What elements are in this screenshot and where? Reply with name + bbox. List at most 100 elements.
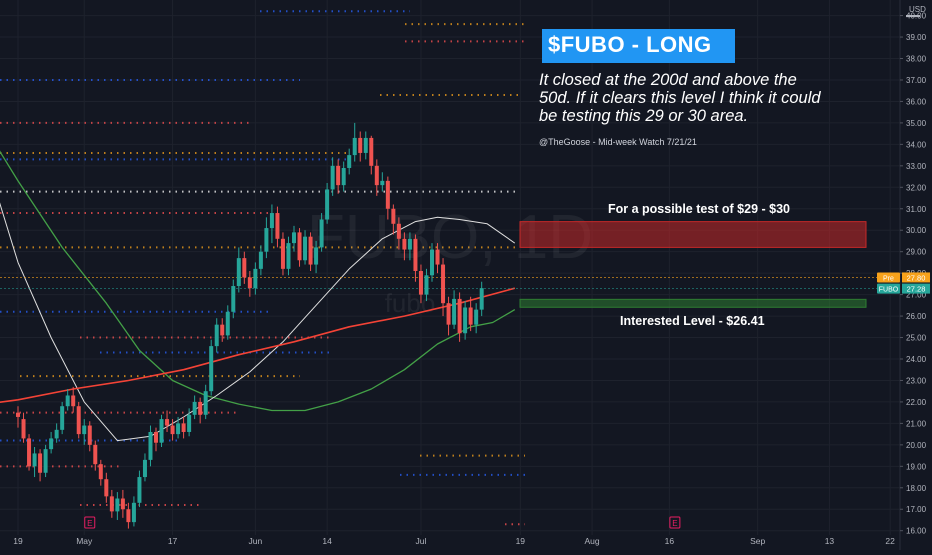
time-tick-label: Jun (249, 536, 263, 546)
price-badge-tag-bg (877, 272, 900, 283)
candle-body (137, 477, 142, 503)
candle-body (253, 268, 258, 289)
candle-body (76, 406, 81, 435)
candle (347, 148, 352, 175)
candle-body (203, 391, 208, 415)
candle-body (352, 137, 357, 156)
candle (165, 410, 170, 432)
candle-body (187, 414, 192, 432)
price-tick-label: 31.00 (906, 205, 927, 214)
candle-body (435, 249, 440, 265)
currency-underline (906, 15, 920, 17)
candle (214, 318, 219, 353)
candle-body (60, 406, 65, 430)
price-badge-value-bg (902, 283, 930, 294)
candle (115, 492, 120, 520)
candle (154, 427, 158, 452)
candle-body (286, 243, 291, 269)
candle-body (115, 498, 120, 512)
candle (352, 122, 357, 162)
price-tick-label: 24.00 (906, 355, 927, 364)
time-tick-label: Aug (585, 536, 600, 546)
candle-body (391, 208, 396, 224)
grid-lines (0, 0, 900, 535)
price-tick-label: 16.00 (906, 527, 927, 536)
candle (16, 406, 20, 428)
candle (391, 204, 396, 235)
price-tick-label: 30.00 (906, 226, 927, 235)
candle-body (479, 288, 484, 310)
time-tick-label: 22 (885, 536, 895, 546)
currency-label: USD (909, 5, 926, 14)
candle-body (292, 232, 296, 244)
candle-body (21, 419, 26, 439)
time-tick-label: 19 (13, 536, 23, 546)
candle (203, 384, 208, 420)
candle-body (303, 236, 308, 261)
candle-body (407, 238, 412, 250)
price-tick-label: 18.00 (906, 484, 927, 493)
price-tick-label: 25.00 (906, 334, 927, 343)
candle (336, 159, 341, 194)
candle (463, 301, 468, 340)
candle (308, 232, 313, 271)
candle (126, 502, 131, 529)
candle (468, 296, 473, 332)
candle-body (214, 324, 219, 347)
sma-50-line (0, 150, 516, 412)
earnings-box (84, 516, 96, 529)
candle (474, 303, 479, 334)
candle (142, 453, 147, 482)
resistance-zone-label: For a possible test of $29 - $30 (608, 201, 791, 216)
candle (209, 339, 214, 396)
candle-body (402, 238, 407, 250)
candle-body (457, 298, 462, 334)
candle-body (82, 425, 87, 435)
candle-body (468, 307, 473, 325)
candle-body (258, 251, 263, 269)
candle-body (413, 238, 418, 271)
candle-body (154, 431, 158, 443)
candle (297, 228, 302, 267)
price-tick-label: 35.00 (906, 119, 927, 128)
candle-body (131, 502, 136, 523)
candle (181, 416, 186, 439)
candle-body (347, 155, 352, 168)
candle-body (54, 429, 59, 439)
candle (292, 225, 296, 252)
candle-body (198, 401, 203, 415)
price-badge: Pre 27.80 (877, 272, 930, 283)
candle (435, 243, 440, 274)
candle-body (16, 412, 20, 417)
candle-body (330, 165, 335, 190)
price-tick-label: 32.00 (906, 183, 927, 192)
price-badge-value: 27.80 (907, 273, 926, 282)
author-note: @TheGoose - Mid-week Watch 7/21/21 (539, 137, 697, 147)
candle-body (49, 438, 54, 450)
candle-body (441, 264, 446, 304)
candle (319, 213, 324, 252)
candle (43, 444, 48, 478)
candle (275, 206, 280, 248)
candle (192, 395, 197, 420)
candle (247, 271, 252, 297)
candle (71, 386, 76, 413)
earnings-marker: E (669, 516, 681, 529)
candle-body (358, 137, 363, 153)
candle (418, 264, 423, 304)
candle-body (71, 395, 76, 407)
candle (98, 459, 103, 486)
candle-body (98, 464, 103, 480)
price-badge-value-bg (902, 272, 930, 283)
candle (413, 234, 418, 282)
price-tick-label: 20.00 (906, 441, 927, 450)
candle (120, 489, 125, 518)
candle-body (159, 419, 164, 443)
earnings-label: E (672, 519, 677, 528)
candle (269, 204, 274, 244)
candle-body (424, 275, 429, 295)
candle (396, 217, 401, 250)
candle-body (314, 247, 319, 265)
price-tick-label: 29.00 (906, 248, 927, 257)
